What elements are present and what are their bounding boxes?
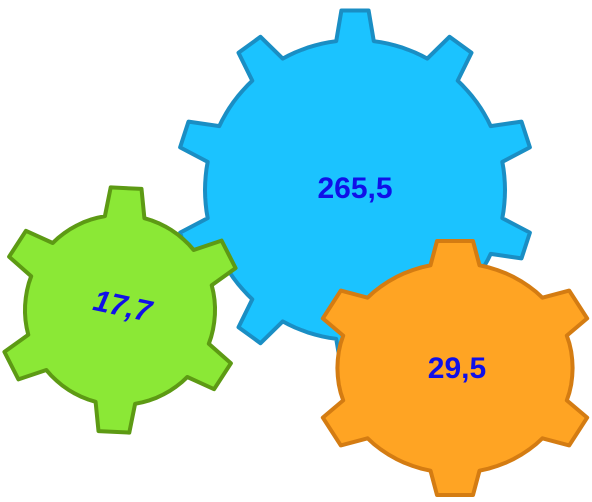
gear-label: 265,5 <box>317 172 392 205</box>
gear-label: 29,5 <box>428 352 486 385</box>
gears-diagram: 265,5 17,7 29,5 <box>0 0 592 502</box>
